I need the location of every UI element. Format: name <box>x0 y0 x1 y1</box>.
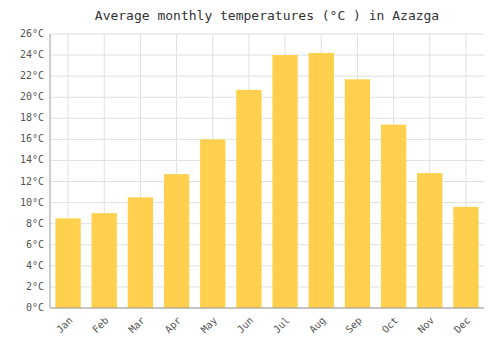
y-grid-line <box>50 34 484 35</box>
chart-container: 0°C 2°C 4°C 6°C 8°C 10°C 12°C 14°C 16°C 18°C 20°C 2… <box>0 0 500 350</box>
bar <box>309 53 334 308</box>
x-tick-label: Jan <box>54 315 75 336</box>
x-tick-label: Mar <box>126 315 147 336</box>
x-tick-label: Aug <box>307 315 328 336</box>
x-tick-label: Sep <box>343 315 364 336</box>
y-tick-labels: 0°C 2°C 4°C 6°C 8°C 10°C 12°C 14°C 16°C 18°C 20°C 2… <box>20 28 44 313</box>
y-grid-line <box>50 160 484 161</box>
bar <box>164 174 189 308</box>
bar <box>200 139 225 308</box>
x-tick-label: May <box>199 315 220 336</box>
y-tick-label: 18°C <box>20 112 44 123</box>
y-tick-label: 4°C <box>26 260 44 271</box>
bars <box>55 53 478 308</box>
bar <box>345 79 370 308</box>
y-tick-label: 26°C <box>20 28 44 39</box>
y-tick-label: 20°C <box>20 91 44 102</box>
bar <box>381 125 406 308</box>
bar <box>128 197 153 308</box>
x-axis-line <box>50 308 484 309</box>
grid <box>50 34 484 308</box>
y-grid-line <box>50 139 484 140</box>
bar <box>92 213 117 308</box>
x-tick-label: Feb <box>90 315 111 336</box>
chart: 0°C 2°C 4°C 6°C 8°C 10°C 12°C 14°C 16°C 18°C 20°C 2… <box>0 0 500 350</box>
bar <box>453 207 478 308</box>
x-tick-label: Dec <box>452 315 473 336</box>
y-tick-label: 12°C <box>20 176 44 187</box>
y-grid-line <box>50 55 484 56</box>
x-tick-label: Apr <box>163 315 184 336</box>
y-grid-line <box>50 308 484 309</box>
y-tick-label: 2°C <box>26 281 44 292</box>
y-grid-line <box>50 97 484 98</box>
y-tick-label: 16°C <box>20 133 44 144</box>
y-tick-label: 6°C <box>26 239 44 250</box>
y-axis-line <box>50 34 51 308</box>
y-tick-label: 8°C <box>26 218 44 229</box>
y-tick-label: 14°C <box>20 154 44 165</box>
y-grid-line <box>50 118 484 119</box>
bar <box>236 90 261 308</box>
y-tick-label: 0°C <box>26 302 44 313</box>
title: Average monthly temperatures (°C ) in Az… <box>95 8 439 23</box>
x-tick-labels: Jan Feb Mar Apr May Jun Jul Aug Sep Oct Nov Dec <box>54 315 472 336</box>
x-tick-label: Nov <box>416 315 437 336</box>
x-tick-label: Oct <box>380 315 401 336</box>
x-tick-label: Jul <box>271 315 292 336</box>
bar <box>272 55 297 308</box>
y-tick-label: 22°C <box>20 70 44 81</box>
y-tick-label: 24°C <box>20 49 44 60</box>
x-tick-label: Jun <box>235 315 256 336</box>
bar <box>55 218 80 308</box>
y-grid-line <box>50 76 484 77</box>
bar <box>417 173 442 308</box>
y-tick-label: 10°C <box>20 197 44 208</box>
